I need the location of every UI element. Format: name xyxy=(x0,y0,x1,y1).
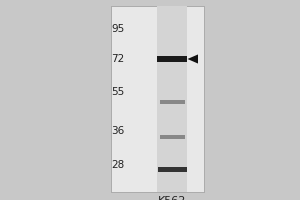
Text: 28: 28 xyxy=(111,160,124,170)
Bar xyxy=(158,56,188,62)
Polygon shape xyxy=(188,54,198,64)
Text: 36: 36 xyxy=(111,126,124,136)
Bar xyxy=(160,100,185,104)
Text: K562: K562 xyxy=(158,196,187,200)
Bar xyxy=(111,6,204,192)
Bar xyxy=(158,6,188,192)
Text: 95: 95 xyxy=(111,24,124,34)
Text: 72: 72 xyxy=(111,54,124,64)
Bar xyxy=(160,135,184,139)
Text: 55: 55 xyxy=(111,87,124,97)
Bar xyxy=(158,166,187,172)
